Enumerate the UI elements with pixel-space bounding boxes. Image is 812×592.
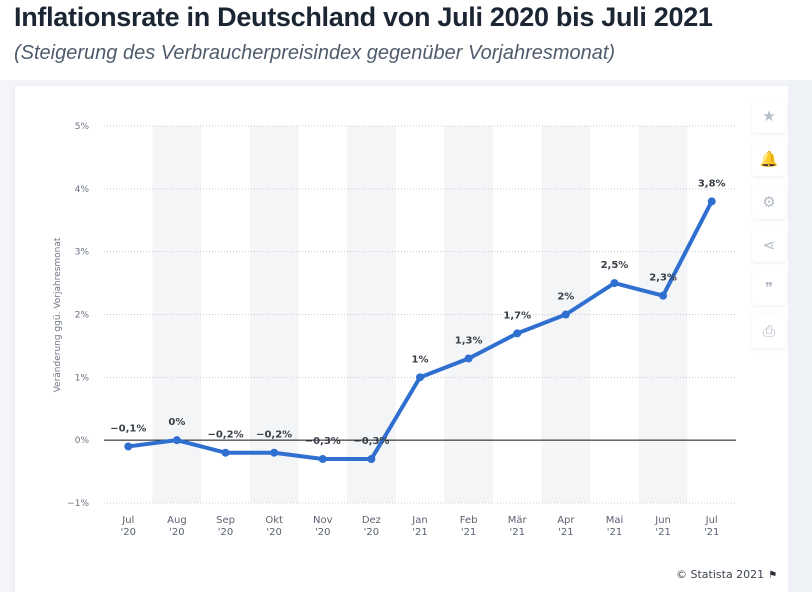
x-tick-label-year: '20 [266,527,281,538]
x-tick-label-year: '20 [169,527,184,538]
x-axis-ticks: Jul'20Aug'20Sep'20Okt'20Nov'20Dez'20Jan'… [121,515,720,538]
data-label: 3,8% [698,178,726,189]
x-tick-label: Jan [411,515,427,526]
series-line-inflation [126,199,714,462]
column-bands [152,126,688,503]
page-title: Inflationsrate in Deutschland von Juli 2… [14,2,713,32]
y-tick-label: −1% [67,499,89,509]
data-point [318,455,327,464]
source-credit[interactable]: © Statista 2021 ⚑ [676,568,777,581]
x-tick-label: Jun [654,515,671,526]
favorite-button[interactable]: ★ [752,99,786,133]
sidebar-strip [788,80,812,592]
x-tick-label-year: '20 [364,527,379,538]
y-tick-label: 1% [75,373,90,383]
x-tick-label-year: '21 [412,527,427,538]
data-point [270,448,279,457]
data-point [610,279,619,288]
data-point [464,354,473,363]
x-tick-label: Nov [313,515,333,526]
x-tick-label-year: '21 [607,527,622,538]
data-point [172,436,181,445]
x-tick-label: Aug [167,515,187,526]
x-tick-label: Mär [508,515,528,526]
x-tick-label-year: '21 [655,527,670,538]
data-label: −0,3% [305,436,341,447]
cite-button[interactable]: ❞ [752,271,786,305]
header-background [0,0,812,80]
share-button[interactable]: ⋖ [752,228,786,262]
bell-icon: 🔔 [759,150,779,168]
x-tick-label-year: '20 [121,527,136,538]
x-tick-label: Jul [121,515,134,526]
y-tick-label: 4% [75,185,90,195]
data-label: 2,5% [601,260,629,271]
data-point [561,310,570,319]
y-tick-label: 2% [75,311,90,321]
y-axis-ticks: 5% 4% 3% 2% 1% 0% −1% [67,122,89,509]
data-point [221,448,230,457]
gear-icon: ⚙ [762,193,776,211]
data-label: 2,3% [649,273,677,284]
data-point [416,373,424,382]
x-tick-label: Feb [460,515,478,526]
x-tick-label: Sep [216,515,235,526]
y-tick-label: 5% [75,122,90,132]
data-label: 2% [557,292,574,303]
data-label: 1% [412,354,429,365]
data-label: 1,3% [455,335,483,346]
data-label: 1,7% [503,310,531,321]
x-tick-label-year: '20 [218,527,233,538]
share-icon: ⋖ [762,236,776,254]
star-icon: ★ [762,107,776,125]
data-label: −0,2% [207,430,243,441]
settings-button[interactable]: ⚙ [752,185,786,219]
y-axis-title: Veränderung ggü. Vorjahresmonat [53,237,63,392]
x-tick-label-year: '20 [315,527,330,538]
y-tick-label: 0% [75,436,90,446]
data-point [707,197,716,206]
quote-icon: ❞ [764,279,774,297]
data-point [124,442,133,451]
data-label: 0% [168,417,185,428]
x-tick-label: Dez [362,515,381,526]
data-point [513,329,522,338]
x-tick-label-year: '21 [704,527,719,538]
print-button[interactable]: ⎙ [752,314,786,348]
notification-button[interactable]: 🔔 [752,142,786,176]
data-label: −0,2% [256,430,292,441]
data-labels: −0,1% 0% −0,2% −0,2% −0,3% −0,3% 1% 1,3% 1,7% 2% 2… [110,178,725,447]
y-tick-label: 3% [75,248,90,258]
x-tick-label: Apr [557,515,575,526]
x-tick-label-year: '21 [558,527,573,538]
page-subtitle: (Steigerung des Verbraucherpreisindex ge… [14,42,616,64]
x-tick-label: Mai [606,515,624,526]
x-tick-label-year: '21 [461,527,476,538]
x-tick-label: Okt [265,515,283,526]
credit-text: © Statista 2021 [676,568,765,581]
data-label: −0,3% [353,436,389,447]
x-tick-label: Jul [705,515,718,526]
x-tick-label-year: '21 [509,527,524,538]
data-label: −0,1% [110,423,146,434]
data-point [659,291,668,300]
flag-icon: ⚑ [768,570,778,581]
data-point [367,455,376,464]
printer-icon: ⎙ [762,322,775,340]
data-points [124,197,716,464]
